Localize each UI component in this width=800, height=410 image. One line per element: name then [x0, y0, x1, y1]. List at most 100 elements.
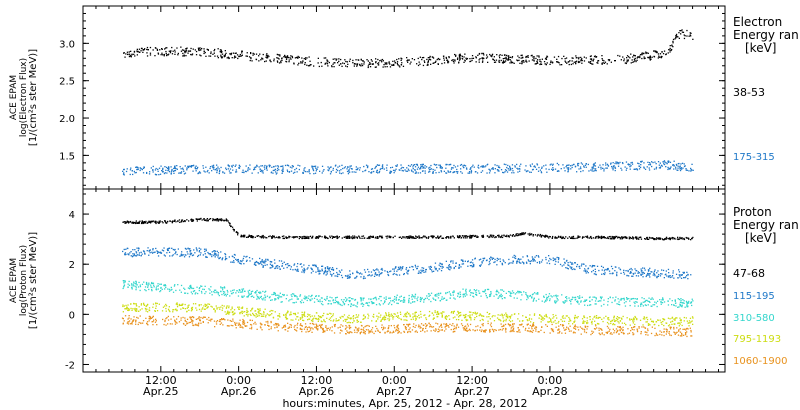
data-point	[255, 260, 258, 263]
data-point	[448, 236, 450, 238]
data-point	[517, 318, 519, 320]
data-point	[403, 273, 405, 276]
data-point	[340, 169, 342, 171]
data-point	[370, 168, 373, 170]
data-point	[468, 171, 471, 173]
data-point	[232, 228, 234, 230]
data-point	[575, 63, 577, 65]
data-point	[448, 56, 450, 58]
data-point	[368, 271, 370, 273]
data-point	[274, 293, 276, 295]
data-point	[149, 171, 151, 173]
data-point	[171, 46, 173, 49]
data-point	[399, 311, 402, 313]
data-point	[258, 313, 260, 315]
data-point	[475, 61, 477, 63]
data-point	[386, 164, 388, 166]
data-point	[613, 236, 615, 238]
data-point	[200, 252, 202, 254]
data-point	[498, 235, 500, 237]
data-point	[262, 299, 264, 301]
data-point	[217, 166, 219, 168]
data-point	[292, 302, 294, 304]
data-point	[364, 237, 366, 239]
data-point	[426, 64, 428, 66]
data-point	[675, 166, 677, 168]
data-point	[296, 296, 298, 298]
data-point	[356, 303, 359, 305]
data-point	[571, 60, 573, 62]
data-point	[148, 283, 150, 285]
data-point	[246, 259, 248, 261]
data-point	[129, 173, 131, 176]
data-point	[499, 295, 502, 297]
data-point	[529, 171, 531, 173]
data-point	[205, 291, 207, 293]
data-point	[233, 229, 235, 231]
data-point	[149, 222, 152, 224]
data-point	[397, 269, 399, 271]
data-point	[497, 297, 499, 299]
data-point	[401, 266, 403, 268]
data-point	[453, 237, 455, 239]
data-point	[329, 235, 331, 237]
data-point	[645, 299, 647, 302]
data-point	[321, 236, 323, 238]
data-point	[366, 59, 368, 61]
data-point	[457, 235, 459, 237]
data-point	[242, 259, 244, 261]
data-point	[375, 58, 377, 60]
data-point	[357, 272, 359, 274]
data-point	[284, 164, 287, 167]
data-point	[270, 264, 273, 267]
data-point	[647, 270, 650, 272]
data-point	[262, 260, 264, 262]
data-point	[428, 298, 430, 301]
data-point	[440, 171, 443, 173]
data-point	[497, 170, 499, 172]
data-point	[467, 265, 469, 267]
data-point	[142, 172, 145, 174]
data-point	[225, 257, 227, 260]
data-point	[322, 170, 324, 172]
data-point	[367, 165, 369, 167]
data-point	[605, 162, 607, 164]
data-point	[254, 168, 256, 170]
data-point	[577, 316, 579, 318]
data-point	[521, 63, 523, 65]
data-point	[255, 291, 257, 293]
data-point	[649, 267, 651, 269]
data-point	[241, 296, 243, 298]
data-point	[503, 260, 505, 262]
data-point	[504, 262, 506, 264]
data-point	[443, 311, 445, 313]
data-point	[230, 225, 232, 228]
data-point	[343, 236, 345, 238]
data-point	[406, 57, 408, 59]
data-point	[182, 220, 184, 223]
data-point	[531, 233, 533, 235]
data-point	[396, 274, 398, 276]
data-point	[362, 299, 364, 301]
data-point	[682, 271, 684, 274]
data-point	[392, 60, 394, 62]
data-point	[462, 237, 465, 239]
data-point	[439, 167, 442, 169]
data-point	[472, 265, 475, 268]
data-point	[498, 292, 500, 294]
data-point	[409, 266, 411, 268]
data-point	[458, 62, 460, 64]
data-point	[483, 57, 485, 60]
data-point	[453, 171, 455, 173]
data-point	[667, 300, 669, 302]
data-point	[624, 237, 627, 239]
data-point	[496, 164, 498, 167]
data-point	[155, 287, 157, 289]
data-point	[675, 317, 677, 319]
data-point	[313, 173, 315, 175]
data-point	[670, 237, 672, 239]
data-point	[321, 270, 323, 272]
data-point	[298, 237, 300, 240]
data-point	[686, 301, 688, 303]
data-point	[671, 276, 673, 278]
